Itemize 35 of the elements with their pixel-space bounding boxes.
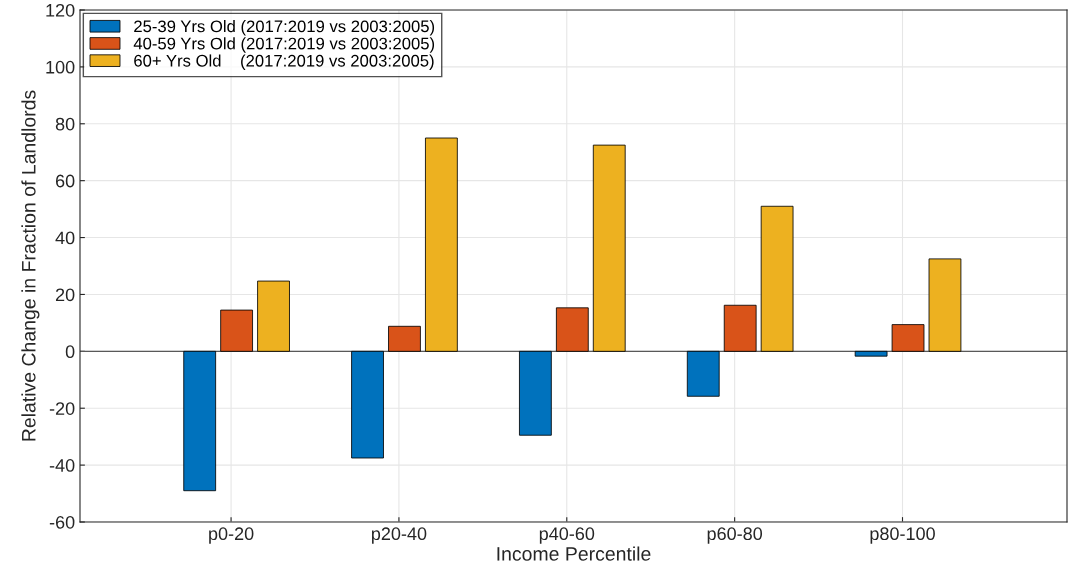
bar xyxy=(257,280,290,352)
legend-label: 60+ Yrs Old (2017:2019 vs 2003:2005) xyxy=(134,54,434,70)
x-axis-title: Income Percentile xyxy=(497,546,651,561)
legend-label: 25-39 Yrs Old (2017:2019 vs 2003:2005) xyxy=(134,20,435,36)
bar xyxy=(220,309,253,352)
y-tick-label: 40 xyxy=(55,231,75,245)
bar xyxy=(351,350,384,459)
legend-label: 40-59 Yrs Old (2017:2019 vs 2003:2005) xyxy=(133,37,435,53)
bar xyxy=(723,304,757,352)
y-tick-label: 20 xyxy=(55,288,75,302)
bar xyxy=(686,350,720,397)
y-tick-label: 0 xyxy=(65,345,75,359)
y-tick-label: -40 xyxy=(49,459,75,472)
y-tick-label: 100 xyxy=(46,60,75,74)
bar xyxy=(183,350,217,492)
y-tick-label: 80 xyxy=(55,117,75,131)
bar xyxy=(425,137,458,352)
y-tick-label: -60 xyxy=(49,515,75,529)
bar xyxy=(592,144,626,352)
y-tick-label: -20 xyxy=(49,402,75,415)
x-tick-label: p40-60 xyxy=(539,527,595,544)
bar xyxy=(555,307,589,352)
bar xyxy=(928,258,962,352)
y-axis-title: Relative Change in Fraction of Landlords xyxy=(21,90,40,441)
bar xyxy=(388,325,421,352)
bar xyxy=(854,350,888,357)
bar xyxy=(760,205,794,352)
x-tick-label: p20-40 xyxy=(371,527,427,544)
bar xyxy=(519,350,552,436)
y-tick-label: 120 xyxy=(46,3,75,17)
x-tick-label: p80-100 xyxy=(870,527,935,544)
x-tick-label: p0-20 xyxy=(209,527,254,544)
bar xyxy=(891,324,925,352)
y-tick-label: 60 xyxy=(55,174,75,188)
x-tick-label: p60-80 xyxy=(707,527,763,544)
